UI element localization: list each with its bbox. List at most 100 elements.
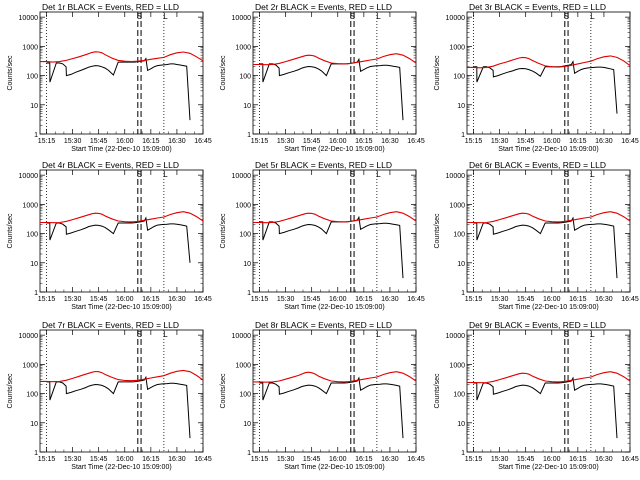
y-tick-label: 1000 [22, 362, 38, 369]
series-line-lld [253, 211, 417, 224]
y-tick-label: 10000 [446, 15, 466, 22]
annotation-s: S [564, 170, 569, 179]
x-tick-label: 16:45 [194, 456, 212, 463]
x-tick-label: 16:15 [569, 456, 587, 463]
y-tick-label: 100 [26, 232, 38, 239]
annotation-s: S [137, 330, 142, 339]
annotation-l: L [163, 12, 168, 21]
series-line-lld [467, 211, 631, 224]
x-tick-label: 15:45 [90, 456, 108, 463]
series-line-lld [40, 369, 204, 383]
x-tick-label: 15:15 [251, 456, 269, 463]
y-tick-label: 100 [453, 392, 465, 399]
plot-frame [466, 11, 631, 135]
y-tick-label: 100 [453, 74, 465, 81]
x-tick-label: 15:15 [38, 138, 56, 145]
y-axis-label: Counts/sec [220, 55, 227, 91]
x-axis-label: Start Time (22-Dec-10 15:09:00) [498, 304, 598, 311]
y-tick-label: 10000 [19, 173, 39, 180]
x-tick-label: 16:45 [194, 138, 212, 145]
annotation-s: S [350, 170, 355, 179]
y-tick-label: 100 [453, 232, 465, 239]
x-tick-label: 15:15 [38, 456, 56, 463]
chart-panel-5: Det 5r BLACK = Events, RED = LLD 1 10 100 10… [220, 160, 425, 311]
chart-panel-2: Det 2r BLACK = Events, RED = LLD 1 10 100 10… [220, 2, 425, 153]
series-line-lld [253, 371, 417, 383]
x-tick-label: 16:30 [381, 296, 399, 303]
x-axis-label: Start Time (22-Dec-10 15:09:00) [284, 464, 384, 471]
x-tick-label: 16:15 [142, 456, 160, 463]
y-tick-label: 1 [34, 290, 38, 297]
x-tick-label: 16:45 [621, 296, 639, 303]
annotation-s: S [137, 170, 142, 179]
annotation-l: L [376, 12, 381, 21]
annotation-l: L [163, 330, 168, 339]
x-tick-label: 16:00 [116, 138, 134, 145]
y-tick-label: 10 [457, 103, 465, 110]
y-tick-label: 1000 [449, 362, 465, 369]
y-tick-label: 10000 [19, 15, 39, 22]
x-tick-label: 16:15 [569, 138, 587, 145]
y-tick-label: 1 [461, 132, 465, 139]
x-tick-label: 15:45 [303, 296, 321, 303]
y-tick-label: 100 [239, 74, 251, 81]
x-tick-label: 16:15 [142, 296, 160, 303]
x-tick-label: 15:45 [517, 296, 535, 303]
x-axis-label: Start Time (22-Dec-10 15:09:00) [71, 464, 171, 471]
x-tick-label: 16:00 [543, 296, 561, 303]
x-tick-label: 16:00 [543, 456, 561, 463]
series-line-lld [40, 51, 204, 63]
x-tick-label: 16:30 [595, 456, 613, 463]
annotation-s: S [350, 12, 355, 21]
plot-frame [39, 169, 204, 293]
y-axis-label: Counts/sec [7, 213, 14, 249]
plot-frame [39, 329, 204, 453]
x-tick-label: 16:30 [381, 456, 399, 463]
x-tick-label: 15:30 [491, 456, 509, 463]
plot-frame [466, 329, 631, 453]
y-tick-label: 10 [243, 421, 251, 428]
y-tick-label: 1000 [22, 44, 38, 51]
x-tick-label: 15:45 [90, 296, 108, 303]
series-line-events [473, 60, 618, 114]
plot-frame [252, 169, 417, 293]
annotation-l: L [376, 170, 381, 179]
annotation-l: L [163, 170, 168, 179]
chart-title: Det 3r BLACK = Events, RED = LLD [469, 2, 606, 12]
y-tick-label: 1 [247, 290, 251, 297]
y-tick-label: 10000 [232, 333, 252, 340]
x-tick-label: 15:45 [303, 456, 321, 463]
chart-title: Det 4r BLACK = Events, RED = LLD [42, 160, 179, 170]
y-tick-label: 1000 [449, 44, 465, 51]
y-axis-label: Counts/sec [434, 373, 441, 409]
chart-title: Det 8r BLACK = Events, RED = LLD [255, 320, 392, 330]
y-tick-label: 1000 [235, 362, 251, 369]
y-axis-label: Counts/sec [434, 213, 441, 249]
x-tick-label: 15:15 [251, 296, 269, 303]
y-tick-label: 1 [247, 450, 251, 457]
chart-title: Det 2r BLACK = Events, RED = LLD [255, 2, 392, 12]
series-line-events [473, 216, 618, 279]
x-tick-label: 15:15 [251, 138, 269, 145]
x-tick-label: 15:30 [491, 296, 509, 303]
chart-panel-1: Det 1r BLACK = Events, RED = LLD 1 10 100 10… [7, 2, 212, 153]
x-tick-label: 15:15 [465, 138, 483, 145]
y-tick-label: 10000 [446, 333, 466, 340]
x-tick-label: 16:15 [355, 296, 373, 303]
annotation-s: S [137, 12, 142, 21]
chart-panel-7: Det 7r BLACK = Events, RED = LLD 1 10 100 10… [7, 320, 212, 471]
series-line-events [46, 57, 191, 121]
x-tick-label: 16:45 [621, 138, 639, 145]
chart-title: Det 1r BLACK = Events, RED = LLD [42, 2, 179, 12]
y-tick-label: 10000 [232, 173, 252, 180]
x-tick-label: 16:30 [595, 138, 613, 145]
chart-title: Det 5r BLACK = Events, RED = LLD [255, 160, 392, 170]
x-tick-label: 15:15 [465, 456, 483, 463]
chart-title: Det 7r BLACK = Events, RED = LLD [42, 320, 179, 330]
chart-panel-3: Det 3r BLACK = Events, RED = LLD 1 10 100 10… [434, 2, 639, 153]
x-axis-label: Start Time (22-Dec-10 15:09:00) [284, 146, 384, 153]
x-tick-label: 15:45 [517, 138, 535, 145]
y-tick-label: 1 [461, 290, 465, 297]
y-tick-label: 1 [461, 450, 465, 457]
x-tick-label: 15:30 [64, 138, 82, 145]
